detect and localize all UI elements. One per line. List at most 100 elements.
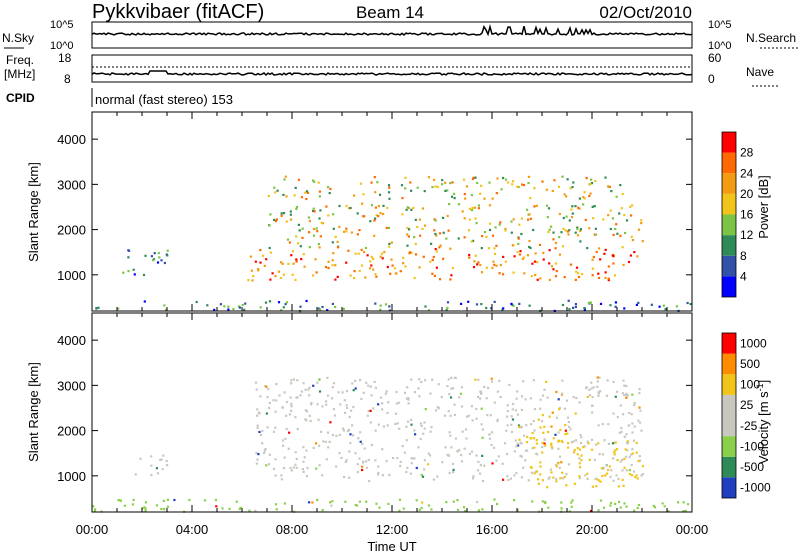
data-cell <box>390 258 393 261</box>
data-cell <box>607 442 610 445</box>
data-cell <box>468 253 471 257</box>
data-cell <box>470 194 473 197</box>
data-cell <box>275 218 278 221</box>
data-cell <box>545 204 549 207</box>
data-cell <box>367 384 370 387</box>
data-cell <box>626 449 629 452</box>
colorbar-segment <box>722 276 736 297</box>
data-cell <box>421 501 424 504</box>
data-cell <box>321 474 324 477</box>
data-cell <box>499 263 502 267</box>
data-cell <box>435 266 438 269</box>
data-cell <box>518 253 522 256</box>
data-cell <box>490 443 493 447</box>
data-cell <box>281 262 284 265</box>
data-cell <box>321 305 324 309</box>
data-cell <box>532 228 535 232</box>
data-cell <box>123 504 126 507</box>
data-cell <box>558 212 561 216</box>
data-cell <box>358 457 361 460</box>
data-cell <box>449 414 452 417</box>
data-cell <box>284 437 287 440</box>
data-cell <box>477 509 480 512</box>
data-cell <box>490 431 494 434</box>
colorbar-tick-label: -100 <box>740 439 764 453</box>
data-cell <box>450 387 453 390</box>
data-cell <box>388 186 391 189</box>
data-cell <box>301 236 304 239</box>
data-cell <box>395 402 398 405</box>
data-cell <box>331 302 334 305</box>
data-cell <box>294 186 297 189</box>
data-cell <box>622 484 625 487</box>
data-cell <box>502 255 505 258</box>
colorbar-tick-label: 100 <box>740 378 760 392</box>
velocity-panel-frame <box>91 312 693 513</box>
data-cell <box>520 408 523 411</box>
data-cell <box>453 376 456 379</box>
data-cell <box>363 251 366 254</box>
data-cell <box>553 179 556 182</box>
data-cell <box>477 395 480 398</box>
colorbar-tick-label: -25 <box>740 419 758 433</box>
data-cell <box>619 506 622 509</box>
data-cell <box>637 301 640 304</box>
data-cell <box>515 471 518 475</box>
data-cell <box>492 260 495 263</box>
data-cell <box>219 303 222 306</box>
data-cell <box>127 270 130 273</box>
data-cell <box>250 269 253 272</box>
data-cell <box>266 426 269 429</box>
data-cell <box>477 207 481 210</box>
data-cell <box>621 246 624 249</box>
data-cell <box>283 502 286 505</box>
data-cell <box>530 471 534 474</box>
data-cell <box>532 419 535 423</box>
data-cell <box>554 275 558 278</box>
data-cell <box>351 424 354 427</box>
data-cell <box>369 385 372 388</box>
data-cell <box>347 429 350 433</box>
data-cell <box>512 402 515 406</box>
data-cell <box>587 442 590 445</box>
data-cell <box>583 191 586 194</box>
data-cell <box>449 434 452 437</box>
data-cell <box>618 500 621 503</box>
data-cell <box>471 477 475 480</box>
data-cell <box>418 508 421 511</box>
data-cell <box>261 254 265 257</box>
data-cell <box>473 260 476 263</box>
data-cell <box>638 421 642 424</box>
data-cell <box>574 305 577 308</box>
data-cell <box>578 207 581 210</box>
data-cell <box>255 388 258 391</box>
data-cell <box>533 260 537 263</box>
data-cell <box>481 428 484 431</box>
data-cell <box>332 227 335 230</box>
data-cell <box>308 219 311 223</box>
data-cell <box>251 279 254 282</box>
data-cell <box>244 302 247 305</box>
data-cell <box>474 254 477 257</box>
data-cell <box>586 395 589 398</box>
data-cell <box>468 207 471 211</box>
data-cell <box>379 304 382 307</box>
data-cell <box>497 455 500 458</box>
data-cell <box>622 263 625 267</box>
freq-right-tick-bottom: 0 <box>708 72 715 86</box>
data-cell <box>340 456 343 459</box>
data-cell <box>554 241 557 245</box>
data-cell <box>522 184 526 187</box>
data-cell <box>263 264 266 267</box>
data-cell <box>486 414 489 417</box>
data-cell <box>570 501 573 504</box>
data-cell <box>295 235 298 238</box>
data-cell <box>356 463 359 466</box>
data-cell <box>365 381 368 384</box>
data-cell <box>302 382 305 385</box>
data-cell <box>548 262 551 265</box>
data-cell <box>374 386 377 389</box>
y-tick-label: 3000 <box>57 378 86 393</box>
data-cell <box>630 235 633 238</box>
data-cell <box>591 258 594 261</box>
